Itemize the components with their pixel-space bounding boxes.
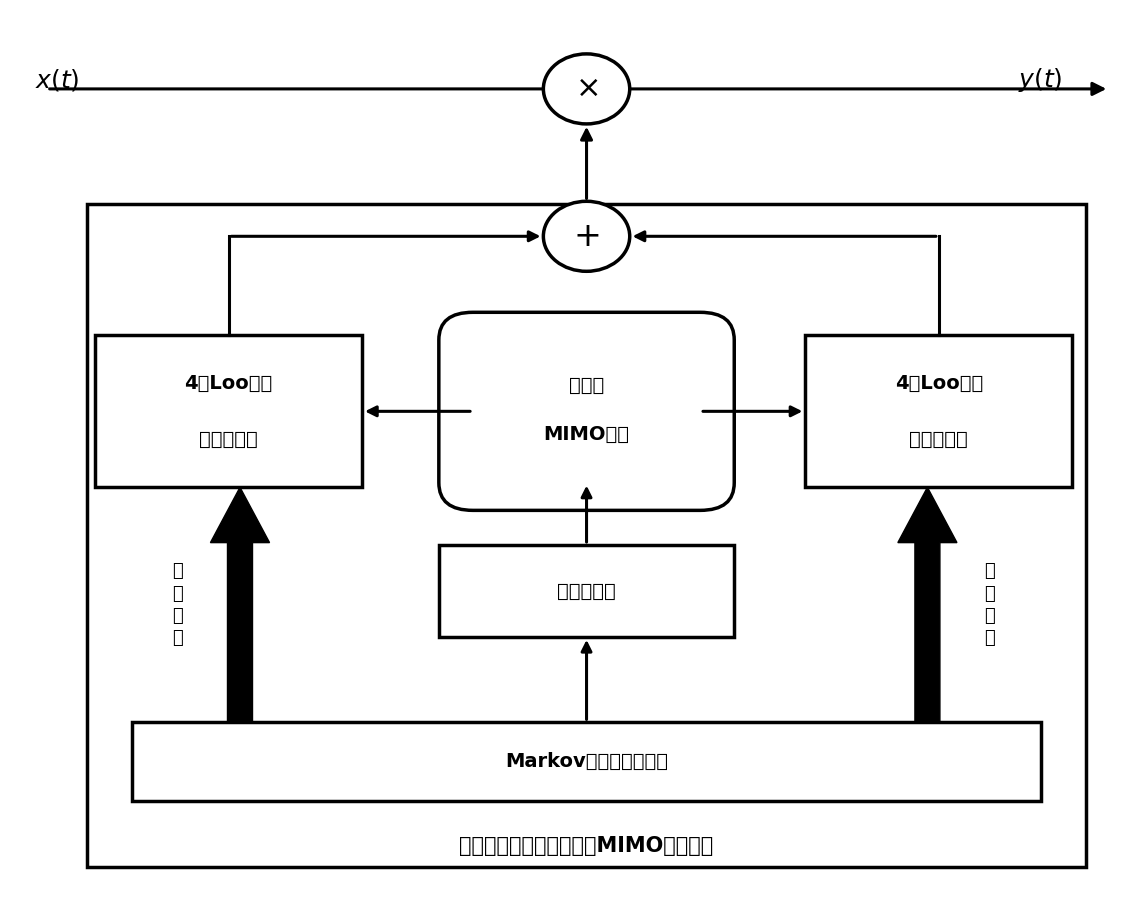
FancyBboxPatch shape xyxy=(439,312,735,510)
Text: 信
道
参
数: 信 道 参 数 xyxy=(984,563,995,647)
Bar xyxy=(96,335,362,487)
Text: 4个Loo模型: 4个Loo模型 xyxy=(894,374,983,394)
Bar xyxy=(805,335,1072,487)
Text: 4个Loo模型: 4个Loo模型 xyxy=(185,374,272,394)
Bar xyxy=(132,723,1041,800)
Circle shape xyxy=(543,54,630,124)
Text: 信
道
参
数: 信 道 参 数 xyxy=(172,563,183,647)
Text: 大气环境马尔科夫双极化MIMO信道模型: 大气环境马尔科夫双极化MIMO信道模型 xyxy=(459,836,714,857)
Text: $y(t)$: $y(t)$ xyxy=(1018,66,1063,93)
Polygon shape xyxy=(211,487,270,723)
Text: $\times$: $\times$ xyxy=(575,75,598,103)
Text: 小尺度模型: 小尺度模型 xyxy=(909,430,968,448)
Bar xyxy=(439,545,735,637)
Bar xyxy=(87,204,1087,868)
Text: 双极化: 双极化 xyxy=(568,376,604,395)
Text: 大尺度模型: 大尺度模型 xyxy=(199,430,259,448)
Text: 等离子鞘套: 等离子鞘套 xyxy=(557,581,616,601)
Polygon shape xyxy=(898,487,957,723)
Text: Markov两状态转移模型: Markov两状态转移模型 xyxy=(505,752,669,771)
Text: $x(t)$: $x(t)$ xyxy=(35,67,80,92)
Circle shape xyxy=(543,201,630,272)
Text: MIMO模型: MIMO模型 xyxy=(543,425,630,444)
Text: $+$: $+$ xyxy=(573,220,600,253)
